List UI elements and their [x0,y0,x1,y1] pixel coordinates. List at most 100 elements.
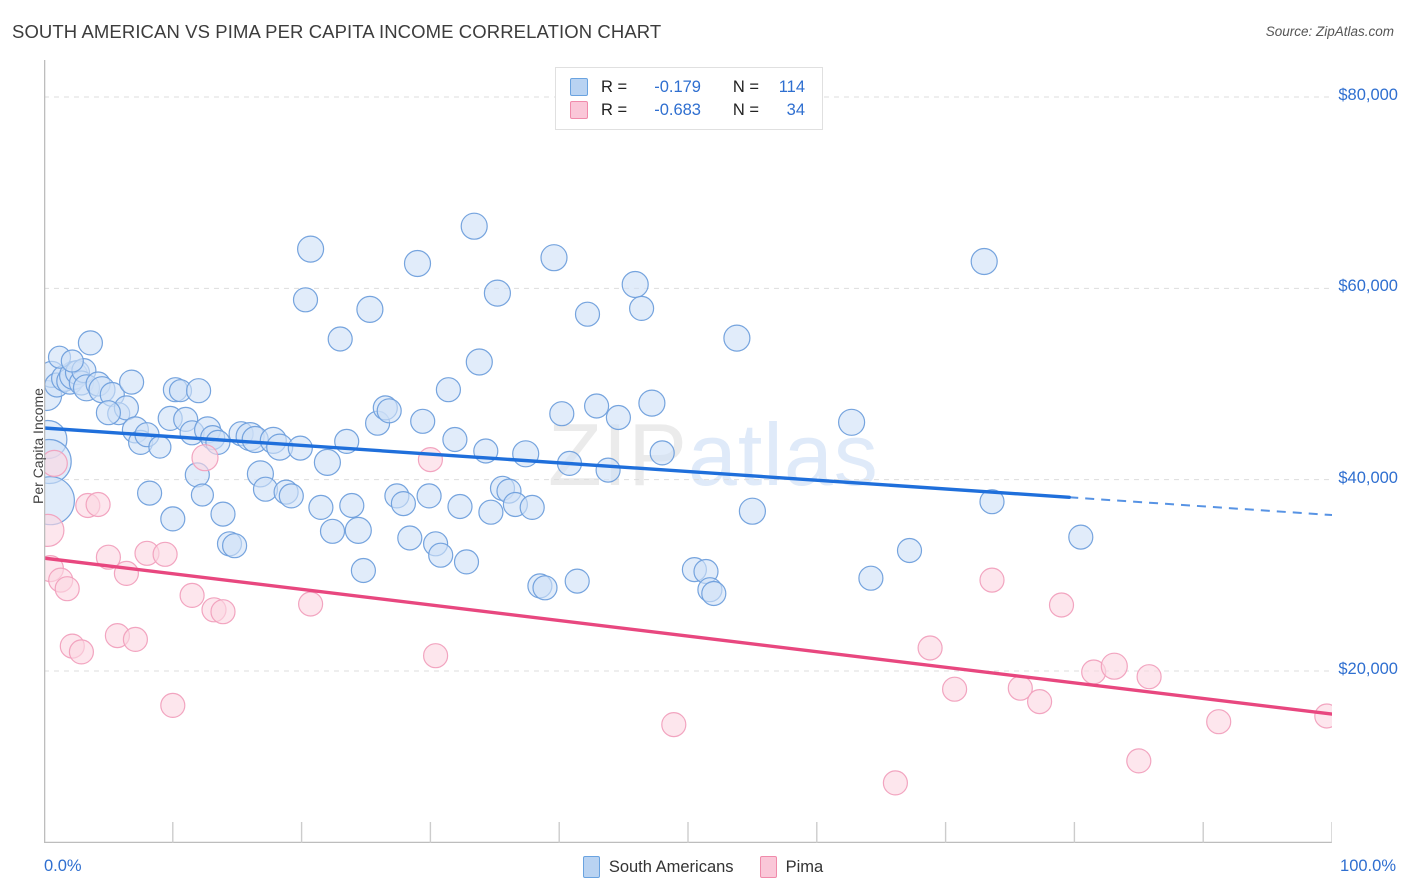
y-axis-tick-label: $60,000 [1338,277,1398,296]
data-point [979,567,1005,593]
data-point [1100,652,1128,680]
data-point [344,516,372,544]
data-point [136,480,163,506]
data-point [390,491,416,517]
data-point [292,287,319,313]
data-point [595,457,621,483]
data-point [428,542,454,568]
data-point [605,404,632,431]
data-point [152,541,178,567]
data-point [1206,709,1232,735]
data-point [701,580,727,607]
data-point [179,582,205,609]
data-point [460,212,488,240]
data-point [917,635,943,661]
data-point [896,537,923,564]
data-point [549,401,575,427]
x-axis-tick-max: 100.0% [1340,857,1396,875]
data-point [376,398,402,424]
series-swatch-south-americans-icon [570,78,588,96]
data-point [190,483,214,507]
n-label-south-americans: N = [732,77,759,96]
data-point [44,513,65,547]
data-point [979,489,1005,515]
y-axis-tick-label: $40,000 [1338,468,1398,487]
data-point [118,369,145,395]
trend-line-south-americans [44,426,1071,500]
data-point [113,560,140,587]
gridlines [44,96,1332,672]
data-point [403,249,432,278]
data-point [628,295,655,321]
data-point [621,270,649,299]
data-point [540,244,568,272]
n-value-pima: 34 [786,100,805,119]
data-point [327,326,353,352]
data-point [970,247,998,276]
data-point [483,279,511,307]
data-point [160,692,186,719]
data-point [287,435,313,461]
r-label-south-americans: R = [601,77,628,96]
y-axis-tick-label: $80,000 [1338,86,1398,104]
data-point [564,568,590,594]
data-point [574,301,601,327]
data-point [44,449,68,477]
data-point [356,295,384,323]
data-point [478,499,504,525]
trend-lines [44,426,1332,716]
data-point [1136,664,1162,690]
data-point [723,324,751,352]
stats-row-south-americans: R = -0.179 N = 114 [570,78,808,97]
data-point [423,643,449,669]
data-point [297,235,325,263]
scatter-plot-svg [44,60,1332,843]
legend-chip-pima-icon [759,856,777,878]
data-point [222,533,248,559]
data-point [350,557,376,584]
axis-lines [44,60,1332,843]
data-point [54,576,80,602]
data-point [148,435,172,459]
x-axis-tick-min: 0.0% [44,857,82,875]
data-point [882,770,909,796]
data-point [95,400,122,426]
data-point [649,440,675,466]
data-point [319,518,346,544]
r-value-south-americans: -0.179 [654,77,701,96]
y-axis-label: Per Capita Income [29,388,46,504]
data-point [191,444,219,472]
data-point [160,506,186,532]
data-point [837,408,866,436]
data-point [210,599,236,625]
n-value-south-americans: 114 [778,77,805,96]
data-point [85,491,111,518]
data-point [68,639,95,665]
data-point [1314,703,1332,729]
data-point [453,549,480,575]
data-point [278,483,304,509]
legend-item-pima[interactable]: Pima [759,856,823,878]
series-swatch-pima-icon [570,101,588,119]
stats-row-pima: R = -0.683 N = 34 [570,101,808,120]
data-point [410,408,436,434]
data-point [442,426,468,453]
data-point [435,377,461,403]
data-point [519,494,545,520]
legend-item-south-americans[interactable]: South Americans [582,856,734,878]
trend-line-pima [44,556,1332,716]
data-point [1068,524,1094,550]
r-label-pima: R = [601,100,628,119]
data-point [1048,592,1075,618]
data-point [298,591,324,617]
data-point [308,494,334,520]
data-point [122,626,149,653]
data-point [60,349,84,373]
trend-line-extrapolated-south-americans [1069,496,1332,517]
data-point [416,483,442,509]
data-point [397,525,423,551]
data-point [1026,688,1053,715]
data-point [313,448,341,476]
data-point [465,348,493,376]
